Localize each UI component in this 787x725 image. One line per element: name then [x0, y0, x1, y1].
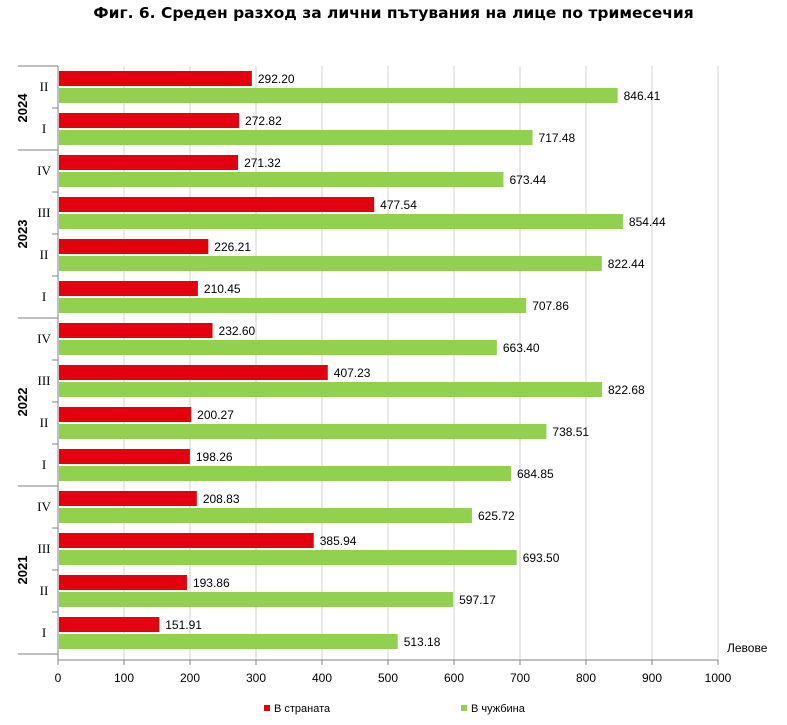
data-label-domestic: 272.82: [245, 114, 282, 128]
data-label-domestic: 198.26: [196, 450, 233, 464]
data-label-domestic: 385.94: [320, 534, 357, 548]
quarter-label: I: [42, 121, 46, 136]
quarter-label: II: [40, 79, 49, 94]
bar-abroad: [59, 466, 512, 481]
x-tick-label: 400: [312, 671, 332, 685]
bar-domestic: [59, 155, 239, 170]
bar-domestic: [59, 407, 192, 422]
bar-domestic: [59, 575, 187, 590]
legend-swatch-abroad: [461, 705, 467, 711]
chart-title: Фиг. 6. Среден разход за лични пътувания…: [93, 4, 694, 22]
data-label-domestic: 226.21: [214, 240, 251, 254]
x-axis-unit-label: Левове: [727, 641, 768, 655]
data-label-abroad: 513.18: [404, 635, 441, 649]
data-label-domestic: 193.86: [193, 576, 230, 590]
year-label: 2024: [15, 93, 30, 123]
x-tick-label: 300: [246, 671, 266, 685]
bar-domestic: [59, 197, 375, 212]
legend-label-domestic: В страната: [274, 703, 331, 715]
bar-abroad: [59, 550, 517, 565]
quarter-label: IV: [37, 331, 51, 346]
x-tick-label: 500: [378, 671, 398, 685]
data-label-abroad: 717.48: [539, 131, 576, 145]
bar-abroad: [59, 382, 602, 397]
data-label-abroad: 738.51: [552, 425, 589, 439]
bar-domestic: [59, 365, 328, 380]
data-label-abroad: 707.86: [532, 299, 569, 313]
quarter-label: I: [42, 625, 46, 640]
bar-domestic: [59, 491, 197, 506]
data-label-abroad: 822.68: [608, 383, 645, 397]
quarter-label: II: [40, 583, 49, 598]
bar-domestic: [59, 113, 240, 128]
quarter-label: IV: [37, 499, 51, 514]
data-label-abroad: 846.41: [624, 89, 661, 103]
bar-abroad: [59, 256, 602, 271]
quarter-label: II: [40, 247, 49, 262]
data-label-abroad: 597.17: [459, 593, 496, 607]
data-label-abroad: 663.40: [503, 341, 540, 355]
bar-domestic: [59, 281, 198, 296]
bar-abroad: [59, 172, 504, 187]
data-label-domestic: 210.45: [204, 282, 241, 296]
x-tick-label: 100: [114, 671, 134, 685]
bar-domestic: [59, 239, 209, 254]
data-label-domestic: 151.91: [165, 618, 202, 632]
bar-domestic: [59, 617, 160, 632]
bar-abroad: [59, 214, 623, 229]
data-label-domestic: 477.54: [380, 198, 417, 212]
quarter-label: I: [42, 289, 46, 304]
data-label-domestic: 208.83: [203, 492, 240, 506]
quarter-label: III: [38, 205, 51, 220]
quarter-label: II: [40, 415, 49, 430]
year-label: 2021: [15, 556, 30, 585]
quarter-label: IV: [37, 163, 51, 178]
bar-abroad: [59, 298, 527, 313]
bar-abroad: [59, 424, 547, 439]
x-tick-label: 0: [55, 671, 62, 685]
quarter-label: III: [38, 541, 51, 556]
bar-abroad: [59, 88, 618, 103]
bar-abroad: [59, 130, 533, 145]
x-tick-label: 200: [180, 671, 200, 685]
x-tick-label: 600: [444, 671, 464, 685]
quarter-label: I: [42, 457, 46, 472]
data-label-abroad: 673.44: [509, 173, 546, 187]
x-tick-label: 1000: [705, 671, 732, 685]
data-label-domestic: 271.32: [244, 156, 281, 170]
data-label-abroad: 625.72: [478, 509, 515, 523]
x-tick-label: 900: [642, 671, 662, 685]
bar-abroad: [59, 508, 472, 523]
data-label-abroad: 854.44: [629, 215, 666, 229]
year-label: 2023: [15, 220, 30, 249]
x-tick-label: 700: [510, 671, 530, 685]
bar-abroad: [59, 340, 497, 355]
year-label: 2022: [15, 388, 30, 417]
data-label-domestic: 292.20: [258, 72, 295, 86]
data-label-abroad: 693.50: [523, 551, 560, 565]
data-label-domestic: 407.23: [334, 366, 371, 380]
data-label-domestic: 200.27: [197, 408, 234, 422]
bar-abroad: [59, 634, 398, 649]
bar-domestic: [59, 533, 314, 548]
x-tick-label: 800: [576, 671, 596, 685]
legend-label-abroad: В чужбина: [471, 703, 526, 715]
data-label-abroad: 822.44: [608, 257, 645, 271]
quarter-label: III: [38, 373, 51, 388]
bar-domestic: [59, 449, 190, 464]
data-label-domestic: 232.60: [219, 324, 256, 338]
bar-domestic: [59, 71, 252, 86]
data-label-abroad: 684.85: [517, 467, 554, 481]
bar-domestic: [59, 323, 213, 338]
bar-abroad: [59, 592, 454, 607]
legend-swatch-domestic: [264, 705, 270, 711]
